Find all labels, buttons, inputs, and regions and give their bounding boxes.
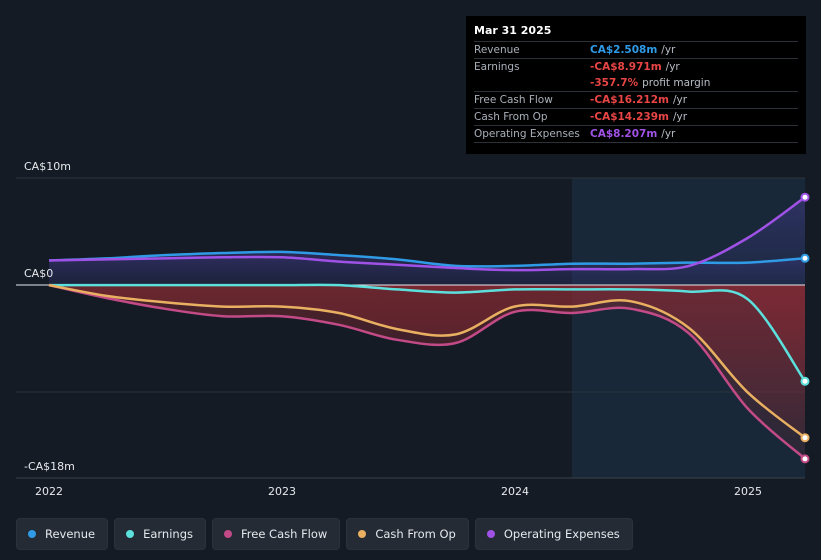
tooltip-unit: /yr [672, 111, 688, 123]
tooltip-unit: /yr [661, 128, 676, 140]
x-tick-label: 2024 [501, 485, 529, 498]
legend-label: Cash From Op [375, 527, 456, 541]
y-tick-label: CA$10m [24, 160, 71, 173]
tooltip-row-earnings: Earnings -CA$8.971m /yr [474, 58, 798, 75]
x-tick-label: 2023 [268, 485, 296, 498]
tooltip-unit: /yr [661, 44, 676, 56]
series-line-operating-expenses[interactable] [48, 196, 806, 272]
tooltip-row-opex: Operating Expenses CA$8.207m /yr [474, 125, 798, 142]
tooltip-row-fcf: Free Cash Flow -CA$16.212m /yr [474, 91, 798, 108]
legend-item-cash-from-op[interactable]: Cash From Op [346, 518, 469, 550]
tooltip-label: Operating Expenses [474, 128, 580, 140]
series-end-point-free-cash-flow[interactable] [800, 454, 810, 464]
series-end-point-earnings[interactable] [800, 376, 810, 386]
series-line-free-cash-flow[interactable] [48, 283, 806, 460]
legend-item-free-cash-flow[interactable]: Free Cash Flow [212, 518, 341, 550]
chart-legend: Revenue Earnings Free Cash Flow Cash Fro… [16, 518, 639, 550]
series-line-revenue[interactable] [48, 250, 806, 268]
tooltip-value: -357.7% [590, 77, 639, 89]
x-tick-label: 2022 [35, 485, 63, 498]
legend-item-operating-expenses[interactable]: Operating Expenses [474, 518, 633, 550]
tooltip-date: Mar 31 2025 [474, 24, 552, 37]
series-line-cash-from-op[interactable] [48, 283, 806, 439]
tooltip-label: Revenue [474, 44, 520, 56]
series-area-operating-expenses [49, 197, 805, 285]
tooltip-value: -CA$16.212m [590, 94, 669, 106]
legend-dot-icon [358, 530, 367, 538]
tooltip-value: -CA$14.239m [590, 111, 669, 123]
tooltip-row-revenue: Revenue CA$2.508m /yr [474, 41, 798, 58]
tooltip-row-margin: -357.7% profit margin [474, 75, 798, 91]
y-tick-label: CA$0 [24, 267, 53, 280]
tooltip-value: CA$2.508m [590, 44, 658, 56]
tooltip-label: Free Cash Flow [474, 94, 553, 106]
tooltip-unit: profit margin [642, 77, 711, 89]
legend-label: Operating Expenses [503, 527, 620, 541]
legend-label: Free Cash Flow [241, 527, 328, 541]
tooltip-value: CA$8.207m [590, 128, 658, 140]
x-tick-label: 2025 [734, 485, 762, 498]
series-end-point-operating-expenses[interactable] [800, 192, 810, 202]
legend-label: Revenue [45, 527, 96, 541]
legend-item-earnings[interactable]: Earnings [114, 518, 206, 550]
legend-label: Earnings [143, 527, 193, 541]
series-end-point-revenue[interactable] [800, 253, 810, 263]
legend-dot-icon [486, 530, 495, 538]
tooltip-label [474, 75, 590, 91]
series-line-earnings[interactable] [49, 283, 807, 383]
y-tick-label: -CA$18m [24, 460, 75, 473]
series-end-point-cash-from-op[interactable] [800, 433, 810, 443]
tooltip-bottom-rule [474, 142, 798, 159]
tooltip-unit: /yr [672, 94, 688, 106]
data-tooltip: Mar 31 2025 Revenue CA$2.508m /yr Earnin… [466, 16, 806, 154]
legend-dot-icon [126, 530, 135, 538]
tooltip-unit: /yr [665, 61, 680, 73]
tooltip-value: -CA$8.971m [590, 61, 662, 73]
tooltip-label: Earnings [474, 61, 520, 73]
legend-dot-icon [224, 530, 232, 538]
tooltip-row-cfo: Cash From Op -CA$14.239m /yr [474, 108, 798, 125]
tooltip-label: Cash From Op [474, 111, 548, 123]
legend-item-revenue[interactable]: Revenue [16, 518, 109, 550]
legend-dot-icon [28, 530, 36, 538]
series-area-cash-from-op [49, 285, 805, 438]
